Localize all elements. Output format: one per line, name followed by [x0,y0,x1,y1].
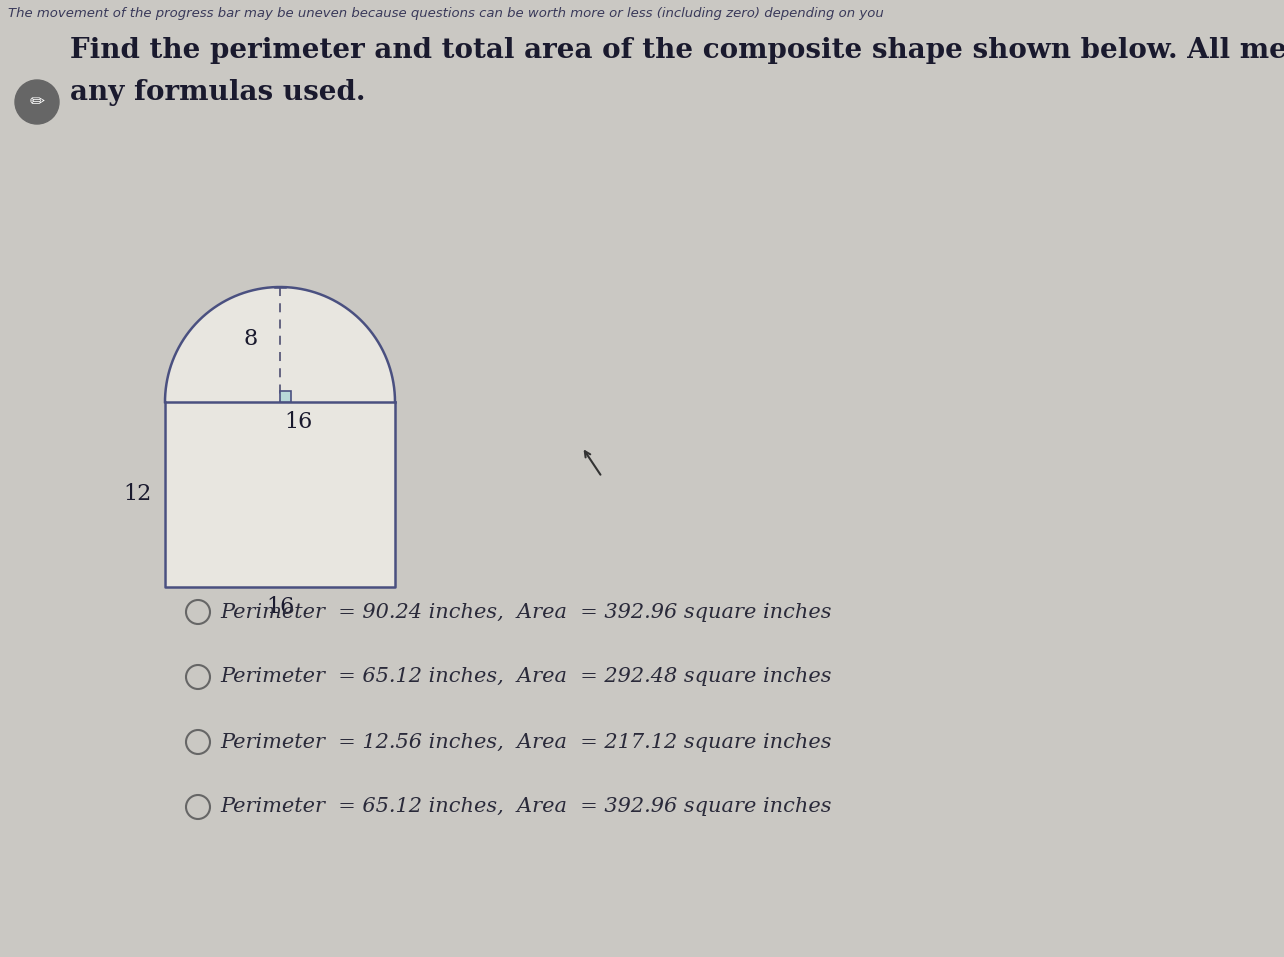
Text: The movement of the progress bar may be uneven because questions can be worth mo: The movement of the progress bar may be … [8,7,883,20]
Text: 16: 16 [284,411,312,433]
Bar [280,391,291,402]
Text: Find the perimeter and total area of the composite shape shown below. All measur: Find the perimeter and total area of the… [71,37,1284,64]
Text: Perimeter  = 65.12 inches,  Area  = 392.96 square inches: Perimeter = 65.12 inches, Area = 392.96 … [220,797,832,816]
Text: Perimeter  = 65.12 inches,  Area  = 292.48 square inches: Perimeter = 65.12 inches, Area = 292.48 … [220,667,832,686]
Text: any formulas used.: any formulas used. [71,79,366,106]
Text: ✏: ✏ [30,93,45,111]
Text: 8: 8 [244,327,258,349]
Circle shape [15,80,59,124]
Text: 16: 16 [266,596,294,618]
Text: Perimeter  = 12.56 inches,  Area  = 217.12 square inches: Perimeter = 12.56 inches, Area = 217.12 … [220,732,832,751]
Polygon shape [166,287,395,587]
Text: Perimeter  = 90.24 inches,  Area  = 392.96 square inches: Perimeter = 90.24 inches, Area = 392.96 … [220,603,832,621]
Text: 12: 12 [123,483,152,505]
